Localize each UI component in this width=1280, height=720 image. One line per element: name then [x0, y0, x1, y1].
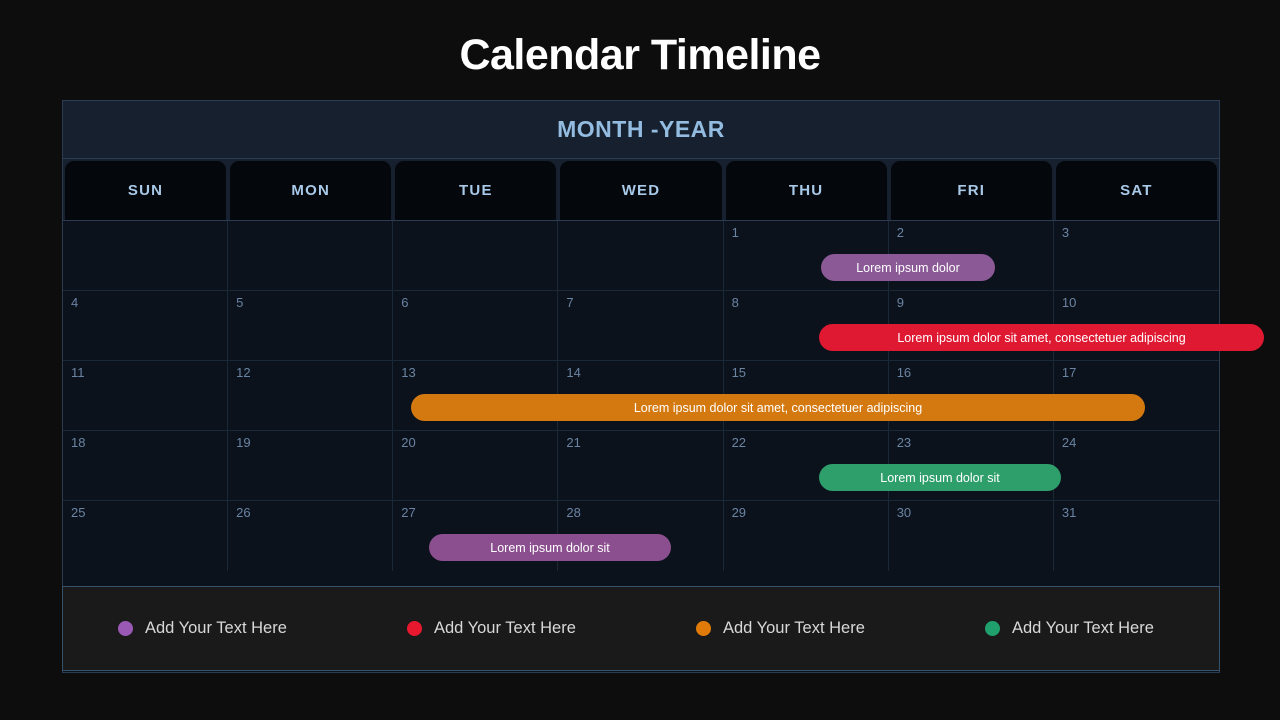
legend-label: Add Your Text Here [723, 619, 865, 637]
day-number: 9 [896, 295, 904, 310]
weekday-label: SAT [1120, 182, 1153, 199]
legend-item[interactable]: Add Your Text Here [930, 619, 1219, 638]
weekday-label: MON [291, 182, 331, 199]
legend-color-dot-icon [407, 621, 422, 636]
legend-label: Add Your Text Here [434, 619, 576, 637]
day-number: 30 [896, 505, 912, 520]
day-number: 21 [566, 435, 581, 450]
day-number: 3 [1061, 225, 1070, 240]
day-number: 28 [566, 505, 581, 520]
weekday-header-row: SUN MON TUE WED THU FRI SAT [63, 159, 1219, 221]
event-bar[interactable]: Lorem ipsum dolor [821, 254, 995, 281]
day-number: 15 [731, 365, 747, 380]
day-cell-26[interactable]: 26 [228, 501, 394, 571]
day-number: 16 [896, 365, 912, 380]
day-number: 1 [731, 225, 739, 240]
weekday-header-sat: SAT [1055, 161, 1217, 220]
month-year-header: MONTH -YEAR [63, 101, 1219, 159]
day-number: 19 [236, 435, 251, 450]
legend-label: Add Your Text Here [145, 619, 287, 637]
day-cell-24[interactable]: 24 [1054, 431, 1219, 500]
day-number: 23 [896, 435, 912, 450]
day-number: 11 [71, 365, 85, 380]
day-cell-12[interactable]: 12 [228, 361, 394, 430]
event-bar[interactable]: Lorem ipsum dolor sit amet, consectetuer… [411, 394, 1145, 421]
legend-label: Add Your Text Here [1012, 619, 1154, 637]
weekday-label: FRI [957, 182, 986, 199]
day-number: 20 [401, 435, 416, 450]
day-cell-3[interactable]: 3 [1054, 221, 1219, 290]
day-cell-17[interactable]: 17 [1054, 361, 1219, 430]
weekday-header-fri: FRI [890, 161, 1052, 220]
weekday-header-thu: THU [725, 161, 887, 220]
events-layer: Lorem ipsum dolor Lorem ipsum dolor sit a… [63, 221, 1264, 568]
weekday-label: SUN [127, 182, 164, 199]
day-cell-4[interactable]: 4 [63, 291, 229, 360]
day-cell-empty[interactable] [228, 221, 394, 290]
day-number: 25 [71, 505, 86, 520]
legend-color-dot-icon [118, 621, 133, 636]
weekday-header-wed: WED [560, 161, 722, 220]
day-cell-5[interactable]: 5 [228, 291, 394, 360]
legend-item[interactable]: Add Your Text Here [641, 619, 930, 638]
week-row: 18 19 20 21 22 23 24 [63, 431, 1219, 501]
day-number: 4 [71, 295, 79, 310]
day-cell-7[interactable]: 7 [558, 291, 724, 360]
day-number: 13 [401, 365, 416, 380]
day-number: 14 [566, 365, 581, 380]
day-cell-28[interactable]: 28 [558, 501, 724, 571]
month-year-label: MONTH -YEAR [557, 116, 725, 142]
event-bar[interactable]: Lorem ipsum dolor sit [429, 534, 671, 561]
weekday-label: THU [788, 182, 824, 199]
day-number: 10 [1061, 295, 1077, 310]
day-cell-6[interactable]: 6 [393, 291, 559, 360]
day-cell-20[interactable]: 20 [393, 431, 559, 500]
page-title: Calendar Timeline [459, 31, 821, 79]
day-number: 18 [71, 435, 86, 450]
legend-color-dot-icon [985, 621, 1000, 636]
day-cell-empty[interactable] [393, 221, 559, 290]
day-cell-empty[interactable] [63, 221, 229, 290]
event-bar[interactable]: Lorem ipsum dolor sit [819, 464, 1061, 491]
day-cell-30[interactable]: 30 [889, 501, 1054, 571]
day-cell-11[interactable]: 11 [63, 361, 229, 430]
day-number: 12 [236, 365, 251, 380]
weekday-label: TUE [459, 182, 493, 199]
day-cell-29[interactable]: 29 [724, 501, 889, 571]
day-cell-19[interactable]: 19 [228, 431, 394, 500]
day-number: 24 [1061, 435, 1077, 450]
weekday-header-mon: MON [230, 161, 392, 220]
day-number: 2 [896, 225, 904, 240]
event-bar[interactable]: Lorem ipsum dolor sit amet, consectetuer… [819, 324, 1264, 351]
weekday-header-tue: TUE [395, 161, 557, 220]
legend-color-dot-icon [696, 621, 711, 636]
day-number: 26 [236, 505, 251, 520]
day-grid: 1 2 3 4 5 6 7 8 9 10 11 12 13 14 15 16 17 18 19 20 21 22 23 24 2… [63, 221, 1264, 571]
day-cell-31[interactable]: 31 [1054, 501, 1219, 571]
day-number: 31 [1061, 505, 1077, 520]
day-cell-empty[interactable] [558, 221, 724, 290]
day-number: 6 [401, 295, 409, 310]
day-number: 5 [236, 295, 244, 310]
legend-item[interactable]: Add Your Text Here [63, 619, 352, 638]
week-row: 1 2 3 [63, 221, 1219, 291]
day-cell-10[interactable]: 10 [1054, 291, 1219, 360]
day-cell-21[interactable]: 21 [558, 431, 724, 500]
weekday-header-sun: SUN [65, 161, 227, 220]
day-number: 17 [1061, 365, 1077, 380]
day-number: 8 [731, 295, 739, 310]
day-cell-25[interactable]: 25 [63, 501, 229, 571]
legend-item[interactable]: Add Your Text Here [352, 619, 641, 638]
day-number: 29 [731, 505, 747, 520]
legend-panel: Add Your Text Here Add Your Text Here Add … [62, 586, 1220, 671]
day-number: 22 [731, 435, 747, 450]
day-cell-2[interactable]: 2 [889, 221, 1054, 290]
day-cell-18[interactable]: 18 [63, 431, 229, 500]
weekday-label: WED [621, 182, 661, 199]
day-number: 7 [566, 295, 574, 310]
day-number: 27 [401, 505, 416, 520]
